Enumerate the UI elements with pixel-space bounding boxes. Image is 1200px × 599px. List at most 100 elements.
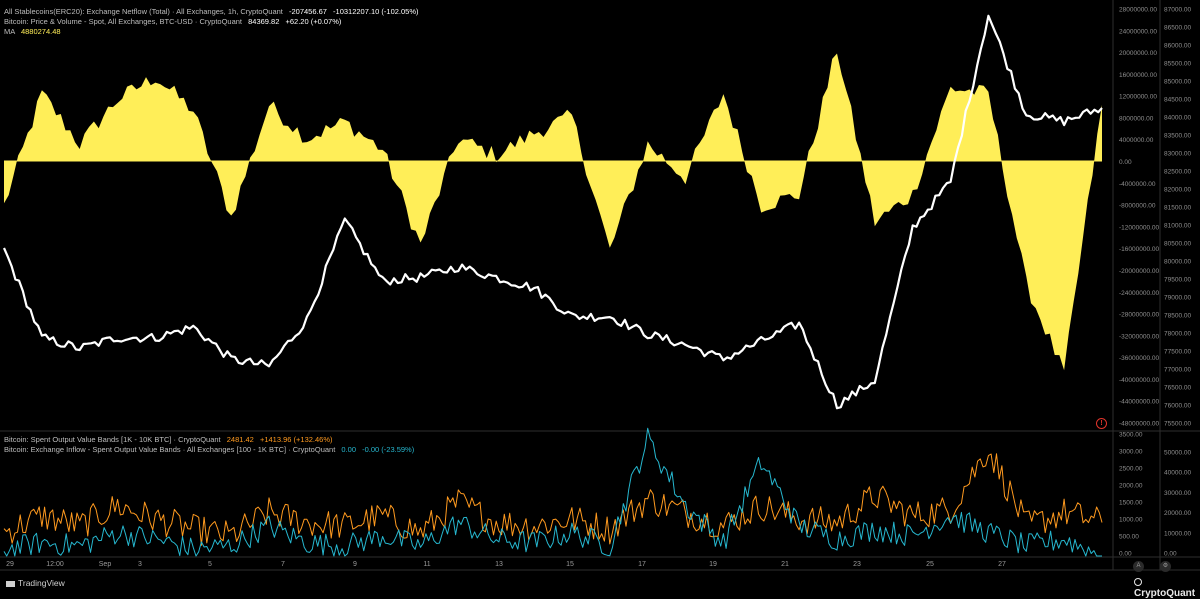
legend-sovb-100-change: -0.00 (-23.59%)	[362, 445, 415, 454]
price-axis-tick: 77000.00	[1164, 367, 1191, 374]
legend-netflow-value: -207456.67	[288, 7, 327, 16]
x-axis-label: 11	[423, 561, 430, 568]
price-axis-tick: 85500.00	[1164, 61, 1191, 68]
price-axis-tick: 85000.00	[1164, 79, 1191, 86]
price-axis-tick: 80500.00	[1164, 241, 1191, 248]
price-axis-tick: 78500.00	[1164, 313, 1191, 320]
price-axis-tick: 83500.00	[1164, 133, 1191, 140]
price-axis-tick: 84000.00	[1164, 115, 1191, 122]
price-axis-tick: 83000.00	[1164, 151, 1191, 158]
legend-netflow-change: -10312207.10 (-102.05%)	[333, 7, 419, 16]
sovb-100-line	[3, 427, 1102, 557]
x-axis-label: 21	[781, 561, 789, 568]
legend-price: Bitcoin: Price & Volume - Spot, All Exch…	[4, 17, 341, 26]
x-axis-label: Sep	[99, 561, 112, 568]
legend-netflow: All Stablecoins(ERC20): Exchange Netflow…	[4, 7, 419, 16]
legend-netflow-name: All Stablecoins(ERC20): Exchange Netflow…	[4, 7, 283, 16]
sovb-right-axis-tick: 0.00	[1164, 551, 1177, 558]
sovb-left-axis-tick: 0.00	[1119, 551, 1132, 558]
price-axis-tick: 77500.00	[1164, 349, 1191, 356]
tradingview-icon	[6, 580, 15, 587]
netflow-axis-tick: 20000000.00	[1119, 50, 1157, 57]
legend-sovb-100-name: Bitcoin: Exchange Inflow - Spent Output …	[4, 445, 336, 454]
price-axis-tick: 80000.00	[1164, 259, 1191, 266]
price-axis-tick: 82500.00	[1164, 169, 1191, 176]
netflow-area	[4, 53, 1102, 371]
cryptoquant-icon	[1134, 578, 1142, 587]
legend-ma-value: 4880274.48	[20, 27, 61, 36]
x-axis-label: 23	[853, 561, 861, 568]
sovb-left-axis-tick: 3000.00	[1119, 449, 1143, 456]
tradingview-label: TradingView	[18, 578, 65, 588]
price-axis-tick: 76000.00	[1164, 403, 1191, 410]
x-axis-label: 27	[998, 561, 1006, 568]
x-axis-label: 5	[208, 561, 212, 568]
tradingview-logo: TradingView	[6, 578, 65, 588]
x-axis-label: 29	[6, 561, 14, 568]
x-axis-label: 17	[638, 561, 646, 568]
x-axis-label: 19	[709, 561, 717, 568]
legend-sovb-1k: Bitcoin: Spent Output Value Bands [1K - …	[4, 435, 333, 444]
netflow-axis-tick: 16000000.00	[1119, 72, 1157, 79]
netflow-axis-tick: 24000000.00	[1119, 28, 1157, 35]
price-axis-tick: 78000.00	[1164, 331, 1191, 338]
sovb-left-axis-tick: 3500.00	[1119, 432, 1143, 439]
sovb-left-axis-tick: 500.00	[1119, 534, 1139, 541]
sovb-left-axis-tick: 1500.00	[1119, 500, 1143, 507]
netflow-axis-tick: -12000000.00	[1119, 224, 1160, 231]
price-axis-tick: 81500.00	[1164, 205, 1191, 212]
netflow-axis-tick: -36000000.00	[1119, 355, 1160, 362]
x-axis-label: 15	[566, 561, 574, 568]
x-axis-label: 7	[281, 561, 285, 568]
netflow-axis-tick: 28000000.00	[1119, 7, 1157, 14]
price-axis-tick: 87000.00	[1164, 7, 1191, 14]
netflow-axis-tick: -44000000.00	[1119, 399, 1160, 406]
netflow-axis-tick: -16000000.00	[1119, 246, 1160, 253]
warning-icon[interactable]: !	[1096, 418, 1107, 429]
price-axis-tick: 84500.00	[1164, 97, 1191, 104]
sovb-right-axis-tick: 50000.00	[1164, 450, 1191, 457]
price-axis-tick: 86500.00	[1164, 25, 1191, 32]
sovb-left-axis-tick: 2000.00	[1119, 483, 1143, 490]
legend-sovb-1k-change: +1413.96 (+132.46%)	[259, 435, 333, 444]
gear-icon[interactable]: ⚙	[1160, 561, 1171, 572]
cryptoquant-label: CryptoQuant	[1134, 588, 1196, 599]
x-axis-label: 13	[495, 561, 503, 568]
legend-ma: MA 4880274.48	[4, 27, 61, 36]
legend-price-name: Bitcoin: Price & Volume - Spot, All Exch…	[4, 17, 243, 26]
netflow-axis-tick: -48000000.00	[1119, 421, 1160, 428]
sovb-right-axis-tick: 10000.00	[1164, 530, 1191, 537]
legend-sovb-100: Bitcoin: Exchange Inflow - Spent Output …	[4, 445, 414, 454]
legend-price-value: 84369.82	[248, 17, 280, 26]
price-axis-tick: 82000.00	[1164, 187, 1191, 194]
x-axis-label: 9	[353, 561, 357, 568]
price-axis-tick: 86000.00	[1164, 43, 1191, 50]
price-axis-tick: 79000.00	[1164, 295, 1191, 302]
x-axis-label: 25	[926, 561, 934, 568]
sovb-right-axis-tick: 40000.00	[1164, 470, 1191, 477]
legend-ma-name: MA	[4, 27, 15, 36]
netflow-axis-tick: 12000000.00	[1119, 94, 1157, 101]
netflow-axis-tick: 4000000.00	[1119, 137, 1154, 144]
price-line	[2, 14, 1103, 410]
sovb-1k-line	[3, 453, 1103, 546]
legend-sovb-100-value: 0.00	[341, 445, 356, 454]
netflow-axis-tick: -40000000.00	[1119, 377, 1160, 384]
price-axis-tick: 79500.00	[1164, 277, 1191, 284]
price-axis-tick: 76500.00	[1164, 385, 1191, 392]
legend-price-change: +62.20 (+0.07%)	[285, 17, 342, 26]
auto-scale-button[interactable]: A	[1133, 561, 1144, 572]
netflow-axis-tick: -28000000.00	[1119, 312, 1160, 319]
x-axis-label: 3	[138, 561, 142, 568]
cryptoquant-logo: CryptoQuant	[1134, 577, 1200, 599]
netflow-axis-tick: -8000000.00	[1119, 203, 1156, 210]
legend-sovb-1k-name: Bitcoin: Spent Output Value Bands [1K - …	[4, 435, 221, 444]
netflow-axis-tick: -24000000.00	[1119, 290, 1160, 297]
legend-sovb-1k-value: 2481.42	[226, 435, 254, 444]
netflow-axis-tick: -32000000.00	[1119, 333, 1160, 340]
netflow-axis-tick: -20000000.00	[1119, 268, 1160, 275]
price-axis-tick: 81000.00	[1164, 223, 1191, 230]
netflow-axis-tick: -4000000.00	[1119, 181, 1156, 188]
price-axis-tick: 75500.00	[1164, 421, 1191, 428]
